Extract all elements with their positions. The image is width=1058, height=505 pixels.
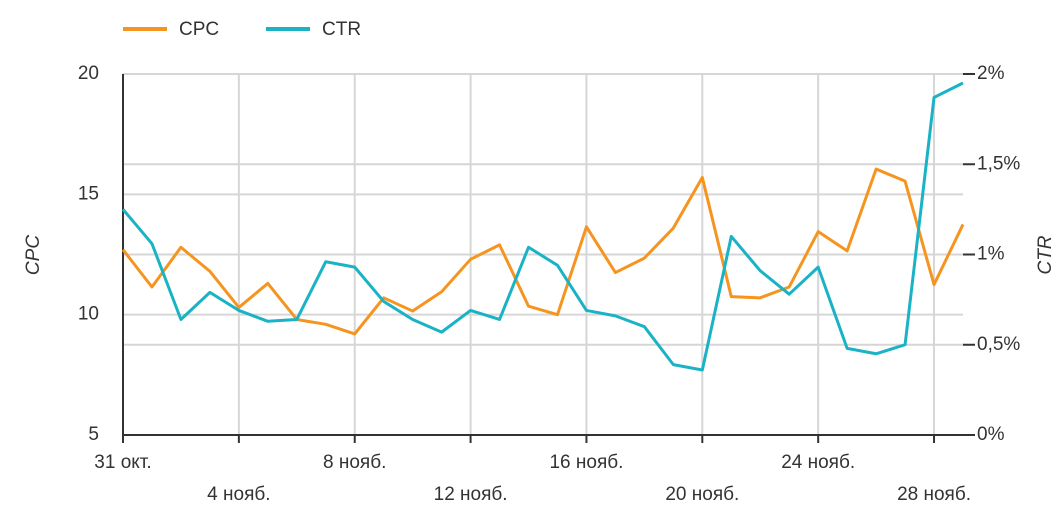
series-line <box>121 167 965 336</box>
x-tick-label: 8 нояб. <box>323 452 386 473</box>
y-tick-label: 5 <box>88 424 99 445</box>
x-tick-label: 12 нояб. <box>434 484 508 505</box>
x-tick-label: 28 нояб. <box>897 484 971 505</box>
y-tick-label: 15 <box>78 183 99 204</box>
y-tick-label: 10 <box>78 304 99 325</box>
y2-tick-label: 1% <box>977 244 1005 265</box>
x-tick-label: 20 нояб. <box>665 484 739 505</box>
y-axis-title: CPC <box>23 235 44 275</box>
series-line <box>121 81 964 372</box>
y2-tick-label: 0,5% <box>977 334 1020 355</box>
y2-tick-label: 0% <box>977 424 1005 445</box>
legend-label: CTR <box>322 19 361 40</box>
x-tick-label: 16 нояб. <box>549 452 623 473</box>
y-tick-label: 20 <box>78 63 99 84</box>
legend-label: CPC <box>179 19 219 40</box>
x-tick-label: 24 нояб. <box>781 452 855 473</box>
x-tick-label: 31 окт. <box>94 452 151 473</box>
y2-tick-label: 1,5% <box>977 153 1020 174</box>
x-tick-label: 4 нояб. <box>207 484 270 505</box>
y2-tick-label: 2% <box>977 63 1005 84</box>
y2-axis-title: CTR <box>1035 235 1056 274</box>
